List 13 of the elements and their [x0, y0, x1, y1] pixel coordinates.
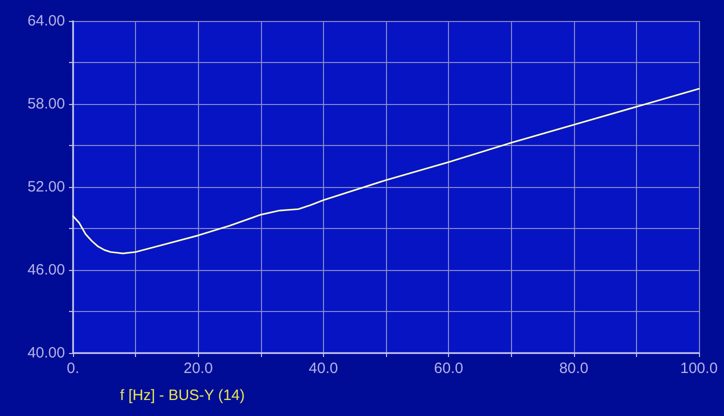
- x-tick-label: 60.0: [434, 360, 464, 377]
- x-axis-title: f [Hz] - BUS-Y (14): [120, 387, 245, 404]
- y-tick-label: 58.00: [27, 96, 65, 112]
- y-tick-label: 52.00: [27, 178, 65, 196]
- x-tick-label: 80.0: [559, 360, 588, 377]
- x-tick-label: 40.0: [308, 360, 338, 377]
- y-tick-label: 46.00: [27, 262, 65, 278]
- line-series: [72, 88, 700, 254]
- y-tick-label: 40.00: [27, 344, 65, 362]
- x-tick-label: 100.0: [680, 360, 718, 377]
- x-tick-label: 0.: [66, 360, 80, 377]
- y-tick-label: 64.00: [27, 12, 65, 30]
- x-tick-label: 20.0: [184, 360, 213, 377]
